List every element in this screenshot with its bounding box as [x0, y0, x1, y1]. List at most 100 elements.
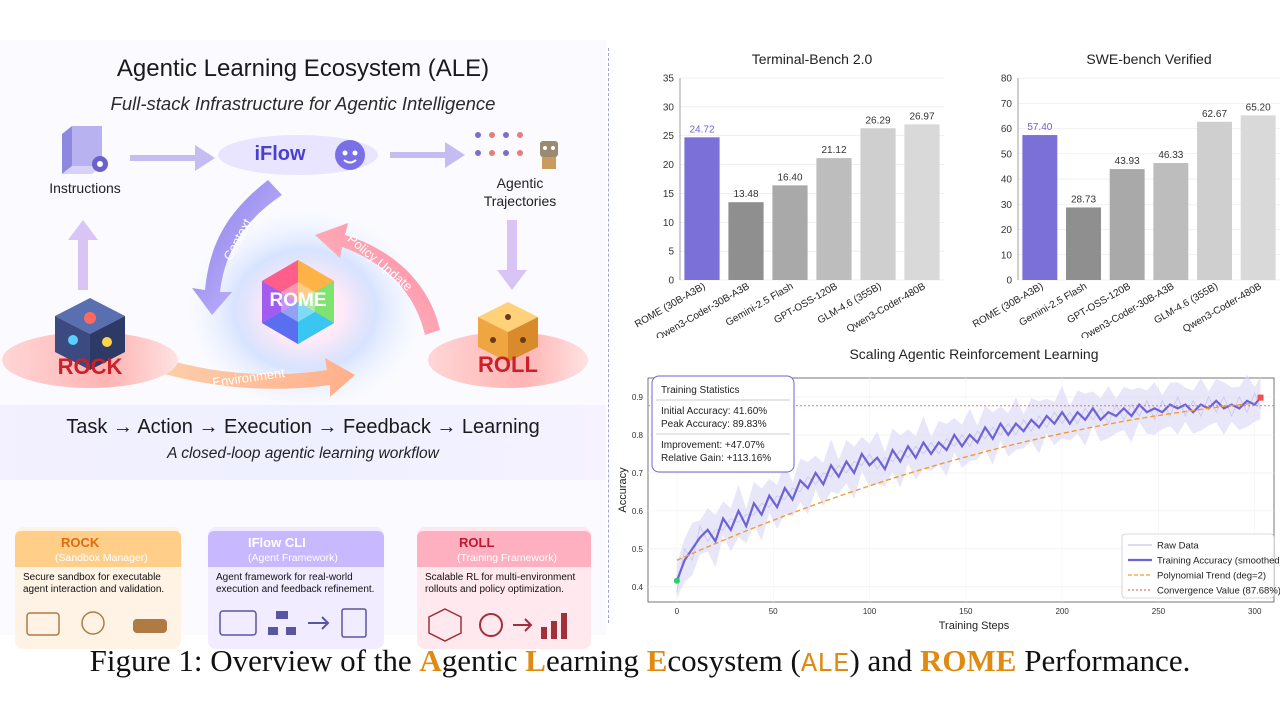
arrow-rock-to-instructions	[68, 220, 98, 290]
bar-value-label: 28.73	[1071, 194, 1096, 205]
iflow-card-desc-line-1: Agent framework for real-world	[216, 572, 353, 583]
ale-subtitle: Full-stack Infrastructure for Agentic In…	[110, 93, 496, 114]
y-tick-label: 50	[1001, 149, 1013, 160]
bar-value-label: 57.40	[1027, 122, 1052, 133]
rock-card-desc-line-1: Secure sandbox for executable	[23, 572, 161, 583]
y-tick-label: 0.6	[632, 507, 644, 516]
x-tick-label: 250	[1152, 607, 1166, 616]
ale-overview-panel: Agentic Learning Ecosystem (ALE) Full-st…	[0, 40, 606, 649]
roll-card-header: ROLL (Training Framework)	[417, 531, 591, 567]
caption-paren-open: (	[782, 643, 801, 678]
roll-card-icons	[428, 608, 567, 642]
gear-icon	[81, 611, 105, 635]
stats-initial: Initial Accuracy: 41.60%	[661, 406, 767, 417]
document-icon	[341, 608, 367, 638]
smoothed-accuracy-line	[675, 396, 1262, 582]
roll-card-desc-line-2: rollouts and policy optimization.	[425, 584, 564, 595]
rock-card-title: ROCK	[61, 535, 100, 550]
rock-card: ROCK (Sandbox Manager) Secure sandbox fo…	[15, 527, 181, 649]
bar	[1197, 121, 1232, 281]
y-tick-label: 0.7	[632, 469, 644, 478]
x-tick-label: 50	[769, 607, 778, 616]
iflow-card-desc-line-2: execution and feedback refinement.	[216, 584, 375, 595]
iflow-card: IFlow CLI (Agent Framework) Agent framew…	[208, 527, 384, 649]
bar-value-label: 65.20	[1246, 102, 1271, 113]
y-tick-label: 20	[1001, 225, 1013, 236]
iflow-card-role: (Agent Framework)	[248, 552, 338, 564]
rock-card-desc: Secure sandbox for executable agent inte…	[23, 572, 164, 596]
bar	[1153, 163, 1189, 280]
arrow-right-icon	[513, 618, 533, 632]
rock-card-desc-line-2: agent interaction and validation.	[23, 584, 165, 595]
bar	[684, 137, 720, 280]
y-tick-label: 60	[1001, 124, 1013, 135]
arrow-instructions-to-iflow	[130, 145, 215, 171]
y-tick-label: 70	[1001, 99, 1013, 110]
start-point	[673, 577, 680, 584]
stats-improvement: Improvement: +47.07%	[661, 440, 765, 451]
stats-title: Training Statistics	[661, 385, 740, 396]
y-tick-label: 10	[1001, 250, 1013, 261]
bar	[1022, 135, 1058, 280]
bar-value-label: 21.12	[821, 145, 846, 156]
trajectories-label-1: Agentic	[496, 175, 544, 191]
roll-card: ROLL (Training Framework) Scalable RL fo…	[417, 527, 591, 649]
iflow-card-title: IFlow CLI	[248, 535, 306, 550]
scaling-rl-chart: Scaling Agentic Reinforcement Learning 0.…	[617, 346, 1280, 632]
bar-value-label: 16.40	[777, 172, 802, 183]
y-tick-label: 35	[663, 74, 675, 85]
raw-data-band	[676, 374, 1261, 598]
trajectories-icon	[475, 132, 558, 169]
refresh-icon	[479, 613, 503, 637]
x-tick-label: 0	[675, 607, 680, 616]
network-icon	[428, 608, 462, 642]
loop-steps: Task → Action → Execution → Feedback → L…	[66, 416, 540, 438]
x-tick-label: 100	[863, 607, 877, 616]
legend-label: Raw Data	[1157, 541, 1199, 552]
flowchart-icon	[276, 611, 288, 619]
polynomial-trend-line	[676, 402, 1255, 561]
x-tick-label: Qwen3-Coder-480B	[1181, 281, 1264, 335]
iflow-logo-icon	[335, 140, 365, 170]
y-tick-label: 0.5	[632, 545, 644, 554]
caption-paren-close: ) and	[849, 643, 921, 678]
y-tick-label: 0.9	[632, 393, 644, 402]
caption-gentic: gentic	[441, 643, 526, 678]
caption-prefix: Figure 1: Overview of the	[89, 643, 420, 678]
swe-bench-chart: SWE-bench Verified 0 10 20 30 40 50 60 70 80 57.40…	[971, 51, 1280, 338]
stats-peak: Peak Accuracy: 89.83%	[661, 419, 767, 430]
caption-earning: earning	[545, 643, 647, 678]
sandbox-icon	[26, 612, 60, 636]
x-tick-label: 300	[1248, 607, 1262, 616]
iflow-label: iFlow	[254, 143, 306, 165]
caption-suffix: Performance.	[1016, 643, 1191, 678]
bar	[1240, 115, 1276, 281]
y-tick-label: 40	[1001, 175, 1013, 186]
chart-title: Terminal-Bench 2.0	[752, 51, 873, 67]
rock-card-header: ROCK (Sandbox Manager)	[15, 531, 181, 567]
loop-subtitle: A closed-loop agentic learning workflow	[167, 445, 439, 462]
caption-e: E	[646, 643, 668, 678]
environment-arrow	[120, 346, 355, 397]
stats-relative-gain: Relative Gain: +113.16%	[661, 453, 771, 464]
y-tick-label: 30	[1001, 200, 1013, 211]
y-tick-label: 0	[668, 276, 674, 287]
x-tick-label: 150	[959, 607, 973, 616]
bar-value-label: 24.72	[689, 124, 714, 135]
arrow-trajectories-to-roll	[497, 220, 527, 290]
roll-card-role: (Training Framework)	[457, 552, 557, 564]
caption-rome: ROME	[920, 643, 1017, 678]
bar-chart-icon	[541, 627, 547, 639]
caption-cosystem: cosystem	[667, 643, 783, 678]
terminal-bench-chart: Terminal-Bench 2.0 0 5 10 15 20 25 30 35 24.72 ROM…	[633, 51, 944, 338]
docker-icon	[133, 619, 167, 633]
browser-icon	[219, 610, 257, 636]
arrow-right-icon	[308, 616, 330, 630]
iflow-pill	[218, 135, 378, 175]
bar	[904, 124, 940, 280]
roll-card-desc-line-1: Scalable RL for multi-environment	[425, 572, 576, 583]
y-tick-label: 5	[668, 247, 674, 258]
iflow-card-header: IFlow CLI (Agent Framework)	[208, 531, 384, 567]
rome-gem-icon	[262, 260, 334, 344]
figure-caption: Figure 1: Overview of the Agentic Learni…	[0, 643, 1280, 680]
